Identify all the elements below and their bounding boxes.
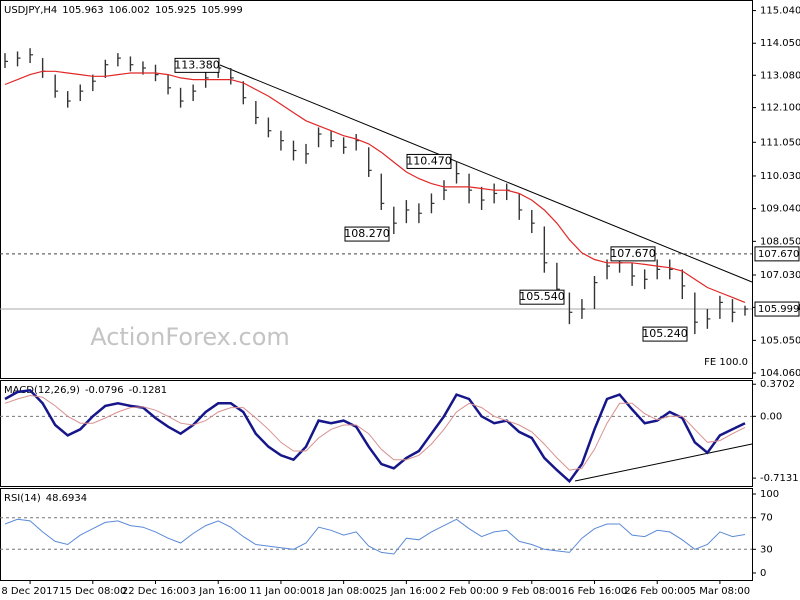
- x-tick-label: 8 Dec 2017: [1, 586, 59, 597]
- header-value: 105.999: [201, 5, 242, 16]
- annotation-label: 108.270: [344, 227, 390, 240]
- y-tick-label: 114.050: [760, 38, 800, 49]
- reference-label-box: [754, 246, 800, 262]
- header-value: 105.963: [62, 5, 103, 16]
- reference-label: 105.999: [758, 304, 799, 315]
- panel-title: MACD(12,26,9): [4, 385, 80, 396]
- header-value: -0.0796: [85, 385, 124, 396]
- annotation-box: [642, 326, 688, 342]
- x-tick-label: 11 Jan 00:00: [249, 586, 312, 597]
- x-tick-label: 16 Feb 16:00: [562, 586, 628, 597]
- x-tick-label: 3 Jan 16:00: [190, 586, 247, 597]
- x-tick-label: 18 Jan 08:00: [312, 586, 375, 597]
- x-tick-label: 22 Dec 16:00: [122, 586, 189, 597]
- annotation-label: 110.470: [406, 154, 452, 167]
- header-value: -0.1281: [129, 385, 168, 396]
- y-tick-label: 115.040: [760, 6, 800, 17]
- annotation-label: 107.670: [610, 247, 656, 260]
- series-line: [4, 394, 746, 471]
- y-tick-label: 113.080: [760, 70, 800, 81]
- x-tick-label: 2 Feb 00:00: [439, 586, 498, 597]
- x-tick-label: 25 Jan 16:00: [375, 586, 438, 597]
- annotation: 105.540: [519, 289, 565, 305]
- y-tick-label: 108.050: [760, 236, 800, 247]
- panel-frame: [0, 0, 753, 379]
- panel-header: USDJPY,H4 105.963 106.002 105.925 105.999: [4, 5, 243, 16]
- annotation: 107.670: [610, 246, 656, 262]
- y-tick-label: 111.050: [760, 137, 800, 148]
- y-tick-label: 30: [760, 544, 773, 555]
- panel-header: RSI(14) 48.6934: [4, 493, 87, 504]
- panel-header: MACD(12,26,9) -0.0796 -0.1281: [4, 385, 167, 396]
- annotation-label: 105.240: [642, 327, 688, 340]
- y-tick-label: 0: [760, 568, 766, 579]
- annotation-box: [406, 153, 452, 169]
- y-tick-label: 110.030: [760, 171, 800, 182]
- annotation-box: [174, 57, 220, 73]
- watermark: ActionForex.com: [90, 323, 290, 351]
- y-tick-label: -0.7131: [760, 473, 799, 484]
- x-tick-label: 15 Dec 08:00: [59, 586, 126, 597]
- header-value: 48.6934: [46, 493, 87, 504]
- y-tick-label: 112.100: [760, 103, 800, 114]
- panel-frame: [0, 380, 753, 487]
- panel-title: USDJPY,H4: [4, 5, 57, 16]
- annotation-box: [519, 289, 565, 305]
- panel-note: FE 100.0: [704, 357, 748, 368]
- panel-frame: [0, 488, 753, 581]
- annotation-label: 113.380: [174, 58, 220, 71]
- annotation: 113.380: [174, 57, 220, 73]
- annotation-box: [610, 246, 656, 262]
- panel-title: RSI(14): [4, 493, 41, 504]
- reference-label: 107.670: [758, 249, 799, 260]
- annotation: 110.470: [406, 153, 452, 169]
- annotation: 105.240: [642, 326, 688, 342]
- y-tick-label: 107.030: [760, 270, 800, 281]
- x-tick-label: 9 Feb 08:00: [502, 586, 561, 597]
- y-tick-label: 70: [760, 513, 773, 524]
- series-line: [4, 70, 746, 303]
- annotation-label: 105.540: [519, 290, 565, 303]
- y-tick-label: 100: [760, 489, 779, 500]
- trend-line: [574, 443, 753, 482]
- header-value: 105.925: [155, 5, 196, 16]
- x-tick-label: 26 Feb 00:00: [624, 586, 690, 597]
- annotation-box: [344, 226, 390, 242]
- y-tick-label: 0.00: [760, 411, 782, 422]
- reference-label-box: [754, 301, 800, 317]
- header-value: 106.002: [109, 5, 150, 16]
- y-tick-label: 104.060: [760, 368, 800, 379]
- series-line: [4, 518, 746, 555]
- series-line: [4, 388, 746, 484]
- annotation: 108.270: [344, 226, 390, 242]
- trend-line: [219, 64, 753, 283]
- y-tick-label: 0.3702: [760, 379, 795, 390]
- x-tick-label: 5 Mar 08:00: [690, 586, 750, 597]
- y-tick-label: 105.050: [760, 335, 800, 346]
- y-tick-label: 109.040: [760, 204, 800, 215]
